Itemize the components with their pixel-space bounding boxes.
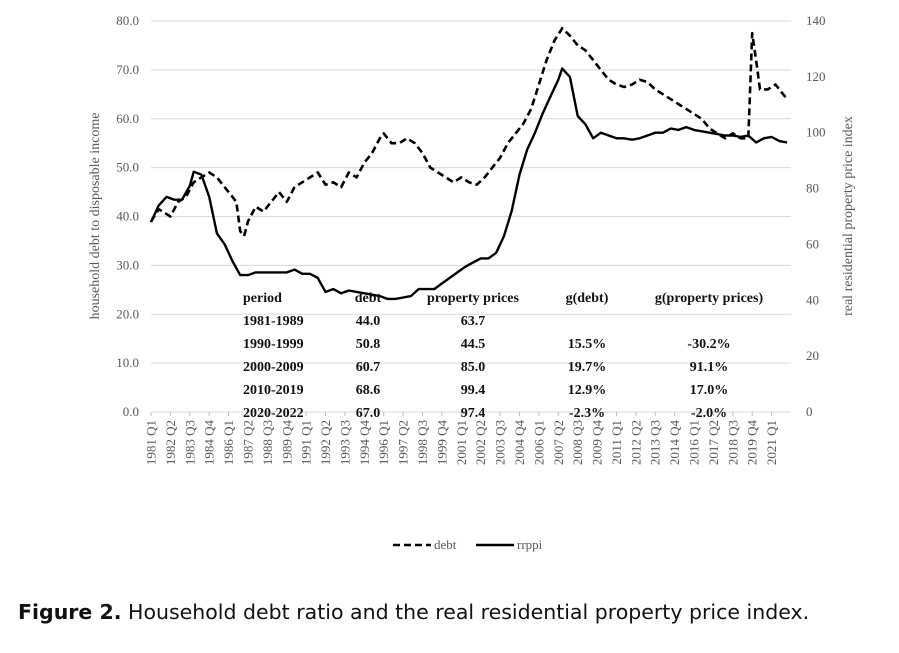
table-cell: -30.2% [687, 337, 730, 352]
table-cell: 19.7% [568, 360, 607, 375]
x-axis-ticks: 1981 Q1 1982 Q2 1983 Q3 1984 Q4 1986 Q1 1987 … [144, 412, 779, 466]
summary-table: period debt property prices g(debt) g(proper… [243, 291, 763, 421]
x-tick-label: 1986 Q1 [221, 420, 236, 465]
table-cell: 44.5 [461, 337, 486, 352]
x-tick-label: 1983 Q3 [182, 420, 197, 465]
y-right-tick-label: 100 [806, 125, 826, 140]
x-tick-label: 1994 Q4 [357, 420, 372, 466]
x-tick-label: 2021 Q1 [764, 420, 779, 465]
table-cell: -2.0% [691, 406, 727, 421]
x-tick-label: 1989 Q4 [279, 420, 294, 466]
chart: 0.0 10.0 20.0 30.0 40.0 50.0 60.0 70.0 80.0 0 20 4… [88, 13, 856, 552]
x-tick-label: 2001 Q1 [454, 420, 469, 465]
table-cell: 1990-1999 [243, 337, 304, 352]
table-cell: 97.4 [461, 406, 486, 421]
x-tick-label: 1988 Q3 [260, 420, 275, 465]
y-left-tick-label: 70.0 [116, 62, 139, 77]
y-right-tick-label: 60 [806, 236, 819, 251]
table-header-cell: debt [355, 291, 382, 306]
y-left-tick-label: 80.0 [116, 13, 139, 28]
x-tick-label: 2017 Q2 [706, 420, 721, 465]
x-tick-label: 1984 Q4 [202, 420, 217, 466]
table-cell: 2020-2022 [243, 406, 304, 421]
x-tick-label: 1993 Q3 [337, 420, 352, 465]
gridlines [151, 20, 791, 413]
x-tick-label: 2019 Q4 [745, 420, 760, 466]
caption-text: Household debt ratio and the real reside… [121, 600, 810, 624]
x-tick-label: 1987 Q2 [240, 420, 255, 465]
x-tick-label: 2007 Q2 [551, 420, 566, 465]
table-cell: 12.9% [568, 383, 607, 398]
x-tick-label: 1997 Q2 [396, 420, 411, 465]
table-cell: -2.3% [569, 406, 605, 421]
x-tick-label: 2016 Q1 [687, 420, 702, 465]
table-header-cell: g(debt) [566, 291, 609, 306]
figure-caption: Figure 2. Household debt ratio and the r… [18, 600, 888, 624]
x-tick-label: 2002 Q2 [473, 420, 488, 465]
x-tick-label: 2014 Q4 [667, 420, 682, 466]
y-left-tick-label: 30.0 [116, 257, 139, 272]
table-cell: 60.7 [356, 360, 381, 375]
table-cell: 2010-2019 [243, 383, 304, 398]
legend: debt rrppi [393, 537, 543, 552]
y-right-axis-title: real residential property price index [841, 116, 856, 316]
table-cell: 67.0 [356, 406, 381, 421]
table-cell: 44.0 [356, 314, 381, 329]
x-tick-label: 2012 Q2 [628, 420, 643, 465]
y-right-tick-label: 40 [806, 292, 819, 307]
y-right-tick-label: 120 [806, 69, 826, 84]
y-left-tick-label: 20.0 [116, 306, 139, 321]
caption-label: Figure 2. [18, 600, 122, 624]
table-cell: 15.5% [568, 337, 607, 352]
x-tick-label: 2018 Q3 [725, 420, 740, 465]
legend-label: debt [434, 537, 457, 552]
x-tick-label: 1982 Q2 [163, 420, 178, 465]
x-tick-label: 1992 Q2 [318, 420, 333, 465]
x-tick-label: 2013 Q3 [648, 420, 663, 465]
table-cell: 50.8 [356, 337, 381, 352]
table-cell: 1981-1989 [243, 314, 304, 329]
legend-label: rrppi [517, 537, 543, 552]
left-axis-ticks: 0.0 10.0 20.0 30.0 40.0 50.0 60.0 70.0 80.0 [116, 13, 139, 419]
x-tick-label: 2006 Q1 [531, 420, 546, 465]
table-cell: 68.6 [356, 383, 381, 398]
x-tick-label: 1998 Q3 [415, 420, 430, 465]
table-cell: 17.0% [690, 383, 729, 398]
table-cell: 85.0 [461, 360, 486, 375]
table-cell: 2000-2009 [243, 360, 304, 375]
table-cell: 63.7 [461, 314, 486, 329]
x-tick-label: 2009 Q4 [590, 420, 605, 466]
x-tick-label: 1999 Q4 [434, 420, 449, 466]
series-lines [149, 27, 789, 301]
y-left-tick-label: 50.0 [116, 160, 139, 175]
y-left-tick-label: 40.0 [116, 209, 139, 224]
table-header-cell: g(property prices) [655, 291, 764, 306]
y-left-tick-label: 0.0 [123, 404, 139, 419]
y-left-tick-label: 60.0 [116, 111, 139, 126]
x-tick-label: 1996 Q1 [376, 420, 391, 465]
table-cell: 99.4 [461, 383, 486, 398]
x-tick-label: 2011 Q1 [609, 420, 624, 465]
x-tick-label: 2004 Q4 [512, 420, 527, 466]
y-right-tick-label: 80 [806, 181, 819, 196]
x-tick-label: 2003 Q3 [493, 420, 508, 465]
table-header-cell: property prices [427, 291, 519, 306]
y-right-tick-label: 20 [806, 348, 819, 363]
x-tick-label: 1981 Q1 [144, 420, 159, 465]
y-right-tick-label: 0 [806, 404, 813, 419]
series-line-rrppi [149, 67, 788, 301]
table-cell: 91.1% [690, 360, 729, 375]
y-right-tick-label: 140 [806, 13, 826, 28]
y-left-tick-label: 10.0 [116, 355, 139, 370]
table-header-cell: period [243, 291, 282, 306]
series-line-debt [149, 27, 789, 238]
x-tick-label: 1991 Q1 [299, 420, 314, 465]
right-axis-ticks: 0 20 40 60 80 100 120 140 [806, 13, 826, 419]
x-tick-label: 2008 Q3 [570, 420, 585, 465]
y-left-axis-title: household debt to disposable income [88, 113, 103, 320]
